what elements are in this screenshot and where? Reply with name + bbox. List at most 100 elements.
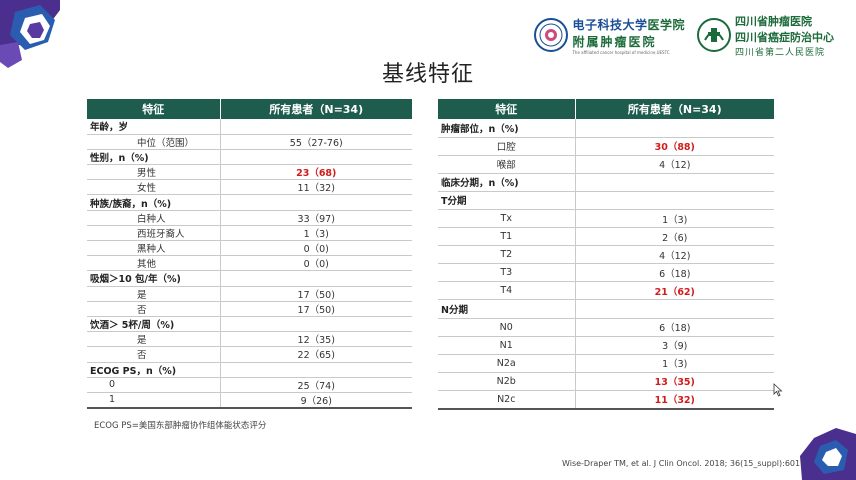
logo-area: 电子科技大学医学院 附属肿瘤医院 The affiliated cancer h… xyxy=(534,13,834,58)
row-value xyxy=(574,119,774,138)
baseline-table-right: 特征 所有患者（N=34) 肿瘤部位，n（%) 口腔 30（88) 喉部 4（12) 临床… xyxy=(438,99,774,410)
reference-citation: Wise-Draper TM, et al. J Clin Oncol. 201… xyxy=(562,459,808,468)
row-label: 年龄，岁 xyxy=(87,119,220,135)
table-row: 是 12（35) xyxy=(87,331,412,348)
row-label: T分期 xyxy=(438,191,575,210)
row-label: 种族/族裔，n（%) xyxy=(87,194,220,211)
header-all-patients: 所有患者（N=34) xyxy=(220,99,412,119)
row-label: N2c xyxy=(438,390,575,410)
row-label: 其他 xyxy=(87,255,220,272)
row-value xyxy=(574,173,774,192)
row-label: 否 xyxy=(87,346,220,363)
row-value: 3（9) xyxy=(574,336,774,355)
row-label: N2a xyxy=(438,354,575,373)
corner-decoration-bottom-right xyxy=(800,428,856,480)
table-row: N2c 11（32) xyxy=(438,390,774,410)
logo1-name-line2: 附属肿瘤医院 xyxy=(572,34,657,49)
table-row: N2b 13（35) xyxy=(438,372,774,391)
right-table-body: 肿瘤部位，n（%) 口腔 30（88) 喉部 4（12) 临床分期，n（%) T分期 Tx 1（… xyxy=(438,119,774,410)
row-value xyxy=(219,149,412,166)
row-value: 25（74) xyxy=(219,377,412,393)
table-row: 肿瘤部位，n（%) xyxy=(438,119,774,138)
left-table-body: 年龄，岁 中位（范围） 55（27-76) 性别，n（%) 男性 23（68) 女性 11（3… xyxy=(87,119,412,409)
row-value: 17（50) xyxy=(219,301,412,317)
row-label: N2b xyxy=(438,372,575,391)
row-label: ECOG PS，n（%) xyxy=(87,362,220,378)
baseline-table-left: 特征 所有患者（N=34) 年龄，岁 中位（范围） 55（27-76) 性别，n（%)… xyxy=(87,99,412,409)
table-row: 中位（范围） 55（27-76) xyxy=(87,134,412,150)
row-value: 11（32) xyxy=(574,390,774,410)
table-row: T3 6（18) xyxy=(438,263,774,283)
row-label: 是 xyxy=(87,286,220,302)
table-row: 否 22（65) xyxy=(87,346,412,363)
logo2-line2: 四川省癌症防治中心 xyxy=(735,30,834,44)
row-value xyxy=(219,194,412,211)
row-value xyxy=(574,299,774,319)
row-value: 4（12) xyxy=(574,155,774,174)
row-value: 2（6) xyxy=(574,227,774,247)
row-label: 否 xyxy=(87,301,220,317)
footnote: ECOG PS=美国东部肿瘤协作组体能状态评分 xyxy=(94,421,267,431)
row-label: 肿瘤部位，n（%) xyxy=(438,119,575,138)
mouse-cursor-icon xyxy=(773,383,783,397)
header-feature: 特征 xyxy=(87,99,221,119)
table-row: N0 6（18) xyxy=(438,318,774,337)
row-label: 口腔 xyxy=(438,137,575,156)
logo2-line3: 四川省第二人民医院 xyxy=(735,47,826,58)
row-value: 6（18) xyxy=(574,318,774,337)
hospital-seal-icon xyxy=(534,18,569,52)
row-value: 1（3) xyxy=(574,209,774,229)
row-label: 喉部 xyxy=(438,155,575,174)
row-value: 0（0) xyxy=(219,240,412,257)
row-label: N1 xyxy=(438,336,575,355)
row-label: 白种人 xyxy=(87,210,220,226)
row-label: 是 xyxy=(87,331,220,348)
row-value: 22（65) xyxy=(219,346,412,363)
row-value: 23（68) xyxy=(219,164,412,181)
corner-decoration-top-left xyxy=(0,0,60,68)
table-row: 西班牙裔人 1（3) xyxy=(87,225,412,242)
table-row: 口腔 30（88) xyxy=(438,137,774,156)
row-value: 12（35) xyxy=(219,331,412,348)
slide-title: 基线特征 xyxy=(381,62,474,87)
row-label: 黑种人 xyxy=(87,240,220,257)
table-row: 性别，n（%) xyxy=(87,149,412,166)
row-label: 临床分期，n（%) xyxy=(438,173,575,192)
table-header-row: 特征 所有患者（N=34) xyxy=(438,99,774,119)
row-label: T3 xyxy=(438,263,575,283)
row-value xyxy=(219,316,412,333)
header-feature: 特征 xyxy=(438,99,576,119)
row-label: 0 xyxy=(87,377,220,393)
row-value: 1（3) xyxy=(574,354,774,373)
logo-sichuan: 四川省肿瘤医院 四川省癌症防治中心 四川省第二人民医院 xyxy=(735,13,834,58)
table-row: ECOG PS，n（%) xyxy=(87,362,412,378)
row-value xyxy=(574,191,774,210)
row-value: 13（35) xyxy=(574,372,774,391)
row-value: 9（26) xyxy=(219,392,412,409)
table-row: 白种人 33（97) xyxy=(87,210,412,226)
logo1-name-a: 电子科技大学 xyxy=(572,17,648,32)
row-label: 西班牙裔人 xyxy=(87,225,220,242)
table-row: T分期 xyxy=(438,191,774,210)
table-row: 年龄，岁 xyxy=(87,119,412,135)
table-row: T2 4（12) xyxy=(438,245,774,265)
table-row: 喉部 4（12) xyxy=(438,155,774,174)
table-header-row: 特征 所有患者（N=34) xyxy=(87,99,412,119)
logo1-name-b: 医学院 xyxy=(647,17,685,32)
row-label: T2 xyxy=(438,245,575,265)
table-row: N2a 1（3) xyxy=(438,354,774,373)
table-row: 种族/族裔，n（%) xyxy=(87,194,412,211)
row-value: 1（3) xyxy=(219,225,412,242)
row-value: 30（88) xyxy=(574,137,774,156)
row-label: 女性 xyxy=(87,179,220,196)
table-row: 其他 0（0) xyxy=(87,255,412,272)
table-row: 女性 11（32) xyxy=(87,179,412,196)
row-value xyxy=(219,270,412,287)
table-row: T1 2（6) xyxy=(438,227,774,247)
logo-uestc: 电子科技大学医学院 附属肿瘤医院 The affiliated cancer h… xyxy=(572,16,685,55)
hospital-emblem-icon xyxy=(697,18,731,52)
row-value: 17（50) xyxy=(219,286,412,302)
logo1-english: The affiliated cancer hospital of medici… xyxy=(572,49,670,55)
row-label: 饮酒＞ 5杯/周（%) xyxy=(87,316,220,333)
